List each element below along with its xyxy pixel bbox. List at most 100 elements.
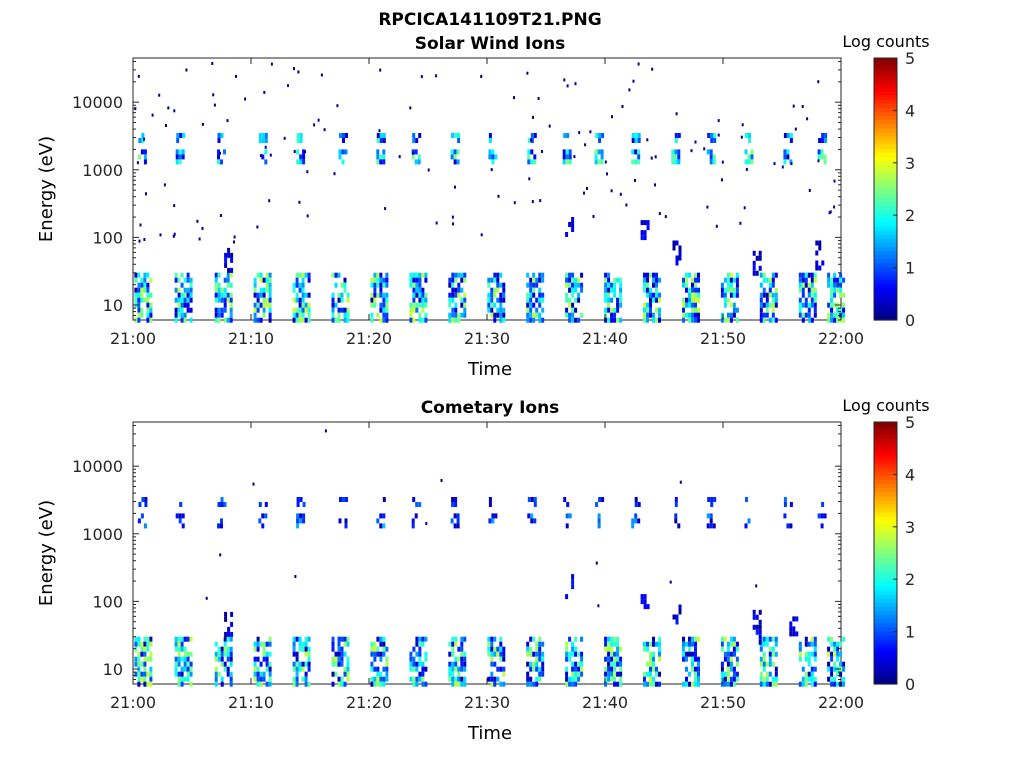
heatmap-cell <box>186 666 190 672</box>
heatmap-cell <box>298 661 302 667</box>
heatmap-cell <box>697 277 700 283</box>
heatmap-cell <box>263 90 266 94</box>
colorbar-segment <box>874 503 897 509</box>
heatmap-cell <box>379 133 383 138</box>
colorbar-segment <box>874 573 897 579</box>
heatmap-cell <box>532 282 536 288</box>
heatmap-cell <box>530 149 534 155</box>
heatmap-cell <box>409 302 413 308</box>
heatmap-cell <box>463 277 467 283</box>
heatmap-cell <box>496 307 500 313</box>
heatmap-cell <box>649 312 652 318</box>
heatmap-cell <box>307 317 311 323</box>
heatmap-cell <box>345 497 348 502</box>
heatmap-cell <box>697 287 700 293</box>
colorbar-segment <box>874 422 897 427</box>
heatmap-cell <box>823 513 827 519</box>
heatmap-cell <box>435 221 438 225</box>
heatmap-cell <box>493 272 497 278</box>
heatmap-cell <box>253 646 257 652</box>
heatmap-cell <box>223 149 226 155</box>
heatmap-cell <box>457 671 461 677</box>
heatmap-cell <box>418 312 422 318</box>
heatmap-cell <box>526 646 530 652</box>
heatmap-cell <box>752 614 756 620</box>
heatmap-cell <box>307 651 311 657</box>
heatmap-cell <box>258 502 262 507</box>
heatmap-cell <box>346 666 350 672</box>
heatmap-cell <box>454 302 458 308</box>
heatmap-cell <box>823 159 827 165</box>
heatmap-cell <box>817 80 820 84</box>
heatmap-cell <box>141 133 145 138</box>
heatmap-cell <box>302 513 306 519</box>
heatmap-cell <box>682 282 685 288</box>
heatmap-cell <box>688 671 691 677</box>
heatmap-cell <box>655 317 658 323</box>
heatmap-cell <box>292 307 296 313</box>
heatmap-cell <box>804 272 808 278</box>
heatmap-cell <box>571 651 575 657</box>
heatmap-cell <box>189 636 193 642</box>
heatmap-cell <box>494 154 498 160</box>
heatmap-cell <box>685 282 688 288</box>
heatmap-cell <box>299 154 303 160</box>
heatmap-cell <box>137 518 141 524</box>
colorbar-tick-label: 5 <box>905 49 915 68</box>
heatmap-cell <box>643 302 646 308</box>
heatmap-cell <box>460 661 464 667</box>
heatmap-cell <box>637 518 641 524</box>
x-tick-label: 21:50 <box>700 329 746 348</box>
heatmap-cell <box>706 205 709 209</box>
heatmap-cell <box>382 297 386 303</box>
colorbar-segment <box>874 454 897 460</box>
heatmap-cell <box>765 681 769 687</box>
heatmap-cell <box>490 292 494 298</box>
heatmap-cell <box>487 297 491 303</box>
heatmap-cell <box>186 307 190 313</box>
heatmap-cell <box>487 636 491 642</box>
heatmap-cell <box>565 594 569 600</box>
heatmap-cell <box>694 666 697 672</box>
heatmap-cell <box>735 287 739 293</box>
heatmap-cell <box>789 138 793 143</box>
heatmap-cell <box>604 297 608 303</box>
heatmap-cell <box>527 497 531 502</box>
heatmap-cell <box>454 287 458 293</box>
heatmap-cell <box>652 666 655 672</box>
heatmap-cell <box>463 676 467 682</box>
heatmap-cell <box>655 277 658 283</box>
colorbar-segment <box>874 622 897 628</box>
heatmap-cell <box>526 307 530 313</box>
heatmap-cell <box>729 312 733 318</box>
heatmap-cell <box>571 671 575 677</box>
heatmap-cell <box>334 661 338 667</box>
heatmap-cell <box>340 676 344 682</box>
heatmap-cell <box>631 138 635 143</box>
heatmap-cell <box>385 676 389 682</box>
heatmap-cell <box>571 217 575 222</box>
heatmap-cell <box>706 149 710 155</box>
heatmap-cell <box>299 518 303 524</box>
heatmap-cell <box>217 312 221 318</box>
heatmap-cell <box>261 154 265 160</box>
x-tick-label: 21:10 <box>228 329 274 348</box>
heatmap-cell <box>149 656 153 662</box>
heatmap-cell <box>493 287 497 293</box>
heatmap-cell <box>833 641 837 647</box>
heatmap-cell <box>771 302 775 308</box>
heatmap-cell <box>789 523 793 529</box>
heatmap-cell <box>229 292 233 298</box>
heatmap-cell <box>379 138 383 143</box>
heatmap-cell <box>643 287 646 293</box>
colorbar-segment <box>874 598 897 603</box>
heatmap-cell <box>574 671 578 677</box>
heatmap-cell <box>685 666 688 672</box>
heatmap-cell <box>532 666 536 672</box>
heatmap-cell <box>307 312 311 318</box>
colorbar-label: Log counts <box>842 396 929 415</box>
heatmap-cell <box>745 497 748 502</box>
heatmap-cell <box>265 656 269 662</box>
heatmap-cell <box>180 282 184 288</box>
x-tick-label: 21:20 <box>346 329 392 348</box>
